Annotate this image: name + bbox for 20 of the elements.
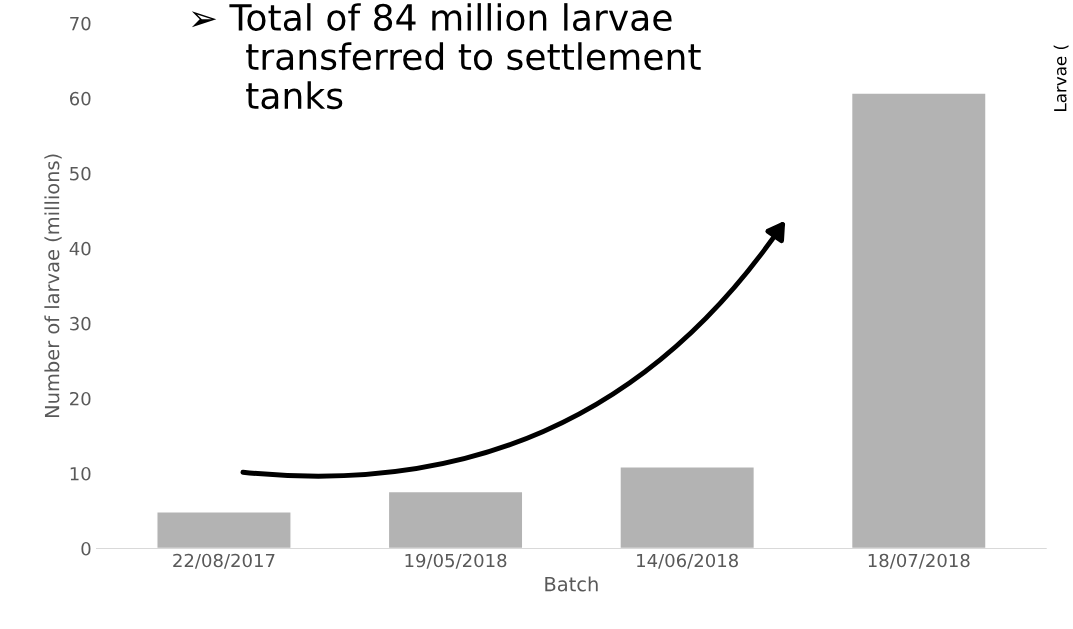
x-tick-label: 19/05/2018 xyxy=(405,553,507,569)
text: Larvae ( xyxy=(1053,45,1069,111)
annotation: ➢ Total of 84 million larvae transferred to settlement tanks xyxy=(191,3,701,110)
y-tick-label: 30 xyxy=(70,316,91,331)
bar xyxy=(156,511,292,549)
bar xyxy=(850,92,987,549)
y-tick-label: 10 xyxy=(70,466,91,481)
y-tick-label: 0 xyxy=(81,541,91,556)
x-tick-label: 14/06/2018 xyxy=(637,553,738,569)
y-tick-label: 40 xyxy=(69,241,91,256)
y-axis-title: Number of larvae (millions) xyxy=(44,154,62,418)
bar xyxy=(619,466,756,549)
x-tick-label: 22/08/2017 xyxy=(173,553,275,569)
bar xyxy=(387,490,524,549)
x-tick-label: 18/07/2018 xyxy=(868,553,970,569)
x-axis-title: Batch xyxy=(545,576,598,592)
y-tick-label: 20 xyxy=(70,391,91,406)
y-tick-label: 70 xyxy=(70,16,91,31)
y-tick-label: 50 xyxy=(70,166,91,181)
y-tick-label: 60 xyxy=(69,91,91,106)
